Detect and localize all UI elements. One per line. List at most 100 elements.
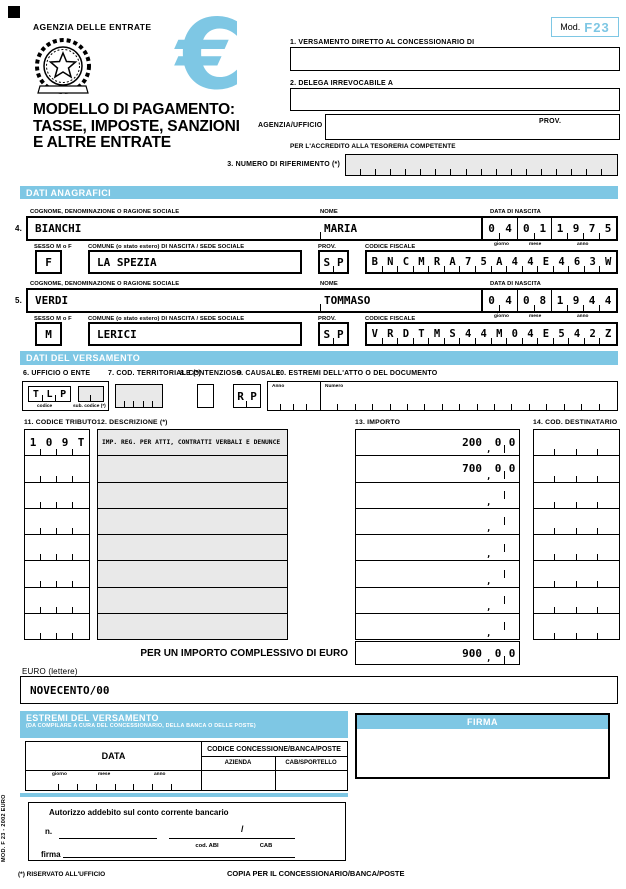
- data-nascita-label-p2: DATA DI NASCITA: [490, 281, 541, 287]
- ufficio-sub-codice-box[interactable]: [78, 386, 104, 402]
- field2-box[interactable]: [290, 88, 620, 111]
- mese-label-p1: mese: [529, 242, 542, 247]
- col14-header: 14. COD. DESTINATARIO: [533, 419, 618, 426]
- sesso-label-p1: SESSO M o F: [34, 244, 72, 250]
- nome-tick: [320, 304, 321, 311]
- conto-n-label: n.: [45, 827, 53, 836]
- agenzia-ufficio-label: AGENZIA/UFFICIO: [258, 122, 323, 129]
- euro-lettere-label: EURO (lettere): [22, 667, 78, 676]
- importo-cell: 200, 0 0: [462, 436, 516, 456]
- field1-box[interactable]: [290, 47, 620, 71]
- destinatario-cell: [534, 586, 619, 613]
- nome-label-p2: NOME: [320, 281, 338, 287]
- f9-label: 9. CAUSALE: [237, 370, 281, 377]
- estremi-atto-box[interactable]: Anno Numero: [267, 381, 618, 411]
- field1-label: 1. VERSAMENTO DIRETTO AL CONCESSIONARIO …: [290, 39, 475, 46]
- autorizzo-text: Autorizzo addebito sul conto corrente ba…: [49, 808, 229, 817]
- autorizzo-box: Autorizzo addebito sul conto corrente ba…: [28, 802, 346, 861]
- codice-tributo-cell: [25, 586, 89, 613]
- agenzia-ufficio-box[interactable]: PROV.: [325, 114, 620, 140]
- total-label: PER UN IMPORTO COMPLESSIVO DI EURO: [140, 648, 348, 659]
- person1-comune-box[interactable]: LA SPEZIA: [88, 250, 302, 274]
- numero-sublabel: Numero: [325, 384, 344, 389]
- codice-tributo-cell: [25, 481, 89, 508]
- destinatario-cell: [534, 560, 619, 587]
- estremi-data-cell[interactable]: giorno mese anno: [26, 770, 201, 790]
- mod-f23-badge: Mod. F23: [551, 17, 619, 37]
- numero-riferimento-box[interactable]: [345, 154, 618, 176]
- destinatario-cell: [534, 430, 619, 456]
- decimal-comma: ,: [486, 471, 492, 482]
- cab-label: CAB: [259, 843, 273, 849]
- cognome-label-p1: COGNOME, DENOMINAZIONE O RAGIONE SOCIALE: [30, 209, 180, 215]
- estremi-azienda-cell[interactable]: [202, 771, 275, 790]
- decimal-comma: ,: [486, 497, 492, 508]
- descrizione-cell: [98, 612, 287, 639]
- section-estremi-versamento: ESTREMI DEL VERSAMENTO (DA COMPILARE A C…: [20, 711, 348, 738]
- firma-area[interactable]: [357, 729, 608, 777]
- person1-cognome-value: BIANCHI: [35, 222, 82, 235]
- descrizione-column[interactable]: IMP. REG. PER ATTI, CONTRATTI VERBALI E …: [97, 429, 288, 640]
- person2-comune-box[interactable]: LERICI: [88, 322, 302, 346]
- conto-n-field[interactable]: [59, 823, 157, 839]
- decimal-comma: ,: [486, 524, 492, 534]
- mod-code: F23: [584, 19, 610, 35]
- destinatario-cell: [534, 534, 619, 561]
- data-nascita-label-p1: DATA DI NASCITA: [490, 209, 541, 215]
- estremi-title: ESTREMI DEL VERSAMENTO: [26, 713, 159, 723]
- destinatario-cell: [534, 455, 619, 482]
- decimal-comma: ,: [486, 550, 492, 561]
- side-form-code: MOD. F 23 - 2002 EURO: [1, 794, 7, 862]
- estremi-data-header: DATA: [101, 751, 126, 761]
- anno-label-p2: anno: [577, 314, 589, 319]
- section-dati-versamento: DATI DEL VERSAMENTO: [20, 351, 618, 365]
- firma-box[interactable]: FIRMA: [355, 713, 610, 779]
- person1-comune-value: LA SPEZIA: [97, 256, 157, 269]
- contenzioso-box[interactable]: [197, 384, 214, 408]
- estremi-divider-h2: [26, 770, 347, 771]
- estremi-cab-cell[interactable]: [276, 771, 347, 790]
- cod-territoriale-box[interactable]: [115, 384, 163, 408]
- abi-cab-field[interactable]: [169, 823, 295, 839]
- nome-tick: [320, 232, 321, 239]
- total-importo-box[interactable]: 900, 0 0: [355, 641, 520, 665]
- importo-column[interactable]: 200, 0 0 700, 0 0 , , , , , ,: [355, 429, 520, 640]
- person2-comune-value: LERICI: [97, 328, 137, 341]
- estremi-divider-h1: [201, 756, 347, 757]
- mese-label-p2: mese: [529, 314, 542, 319]
- euro-lettere-box[interactable]: NOVECENTO/00: [20, 676, 618, 704]
- firma-line-field[interactable]: [63, 845, 295, 858]
- person2-sesso-box[interactable]: M: [35, 322, 62, 346]
- estremi-anno-comb: [268, 382, 320, 410]
- importo-cell: ,: [356, 507, 519, 534]
- prov-label-p2: PROV.: [318, 316, 337, 322]
- importo-cell: ,: [356, 560, 519, 586]
- giorno-label-p2: giorno: [494, 314, 509, 319]
- person1-sesso-box[interactable]: F: [35, 250, 62, 274]
- cod-destinatario-column[interactable]: [533, 429, 620, 640]
- tesoreria-note: PER L'ACCREDITO ALLA TESORERIA COMPETENT…: [290, 143, 456, 150]
- form-title-line2: TASSE, IMPOSTE, SANZIONI: [33, 117, 240, 135]
- ufficio-sub-codice-comb: [79, 387, 103, 401]
- comune-label-p2: COMUNE (o stato estero) DI NASCITA / SED…: [88, 316, 245, 322]
- person2-cognome-value: VERDI: [35, 294, 69, 307]
- form-title: MODELLO DI PAGAMENTO: TASSE, IMPOSTE, SA…: [33, 101, 240, 152]
- estremi-divider-v2: [275, 756, 276, 790]
- mod-label: Mod.: [560, 22, 581, 32]
